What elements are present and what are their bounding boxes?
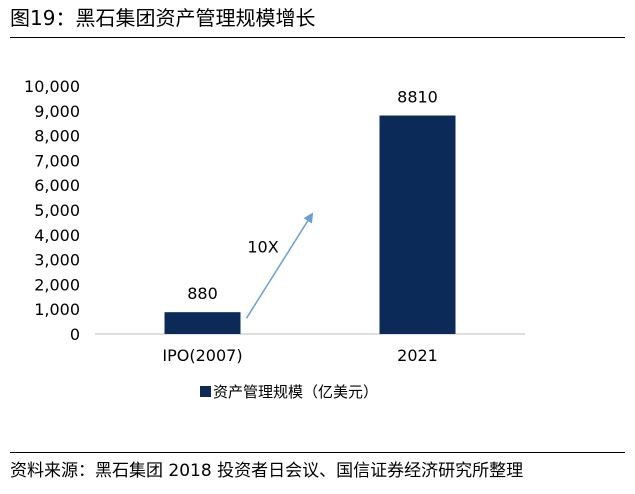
legend-label: 资产管理规模（亿美元） (213, 383, 378, 401)
y-tick-label: 2,000 (34, 275, 80, 294)
growth-annotation: 10X (247, 238, 278, 257)
y-tick-label: 6,000 (34, 176, 80, 195)
bar (164, 312, 241, 334)
data-label: 8810 (397, 88, 438, 107)
y-tick-label: 7,000 (34, 151, 80, 170)
growth-arrow (245, 212, 314, 319)
data-label: 880 (187, 284, 218, 303)
y-tick-label: 3,000 (34, 251, 80, 270)
source-note: 资料来源：黑石集团 2018 投资者日会议、国信证券经济研究所整理 (10, 461, 524, 481)
y-tick-label: 0 (70, 325, 80, 344)
source-divider (10, 452, 625, 453)
y-tick-label: 9,000 (34, 102, 80, 121)
legend-swatch (200, 386, 211, 397)
title-divider (10, 37, 625, 38)
y-tick-label: 4,000 (34, 226, 80, 245)
x-tick-label: 2021 (397, 346, 438, 365)
y-tick-label: 1,000 (34, 300, 80, 319)
figure-title: 图19：黑石集团资产管理规模增长 (10, 6, 316, 30)
bar (379, 115, 456, 335)
y-tick-label: 8,000 (34, 127, 80, 146)
x-tick-label: IPO(2007) (162, 346, 242, 365)
y-tick-label: 5,000 (34, 201, 80, 220)
y-tick-label: 10,000 (24, 77, 80, 96)
